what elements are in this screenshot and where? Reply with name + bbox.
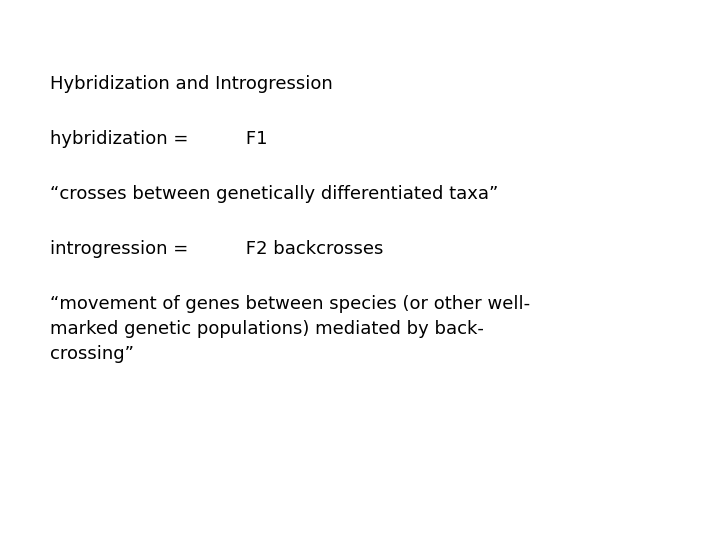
Text: Hybridization and Introgression: Hybridization and Introgression — [50, 75, 333, 93]
Text: “movement of genes between species (or other well-
marked genetic populations) m: “movement of genes between species (or o… — [50, 295, 530, 363]
Text: “crosses between genetically differentiated taxa”: “crosses between genetically differentia… — [50, 185, 498, 203]
Text: introgression =          F2 backcrosses: introgression = F2 backcrosses — [50, 240, 383, 258]
Text: hybridization =          F1: hybridization = F1 — [50, 130, 268, 148]
